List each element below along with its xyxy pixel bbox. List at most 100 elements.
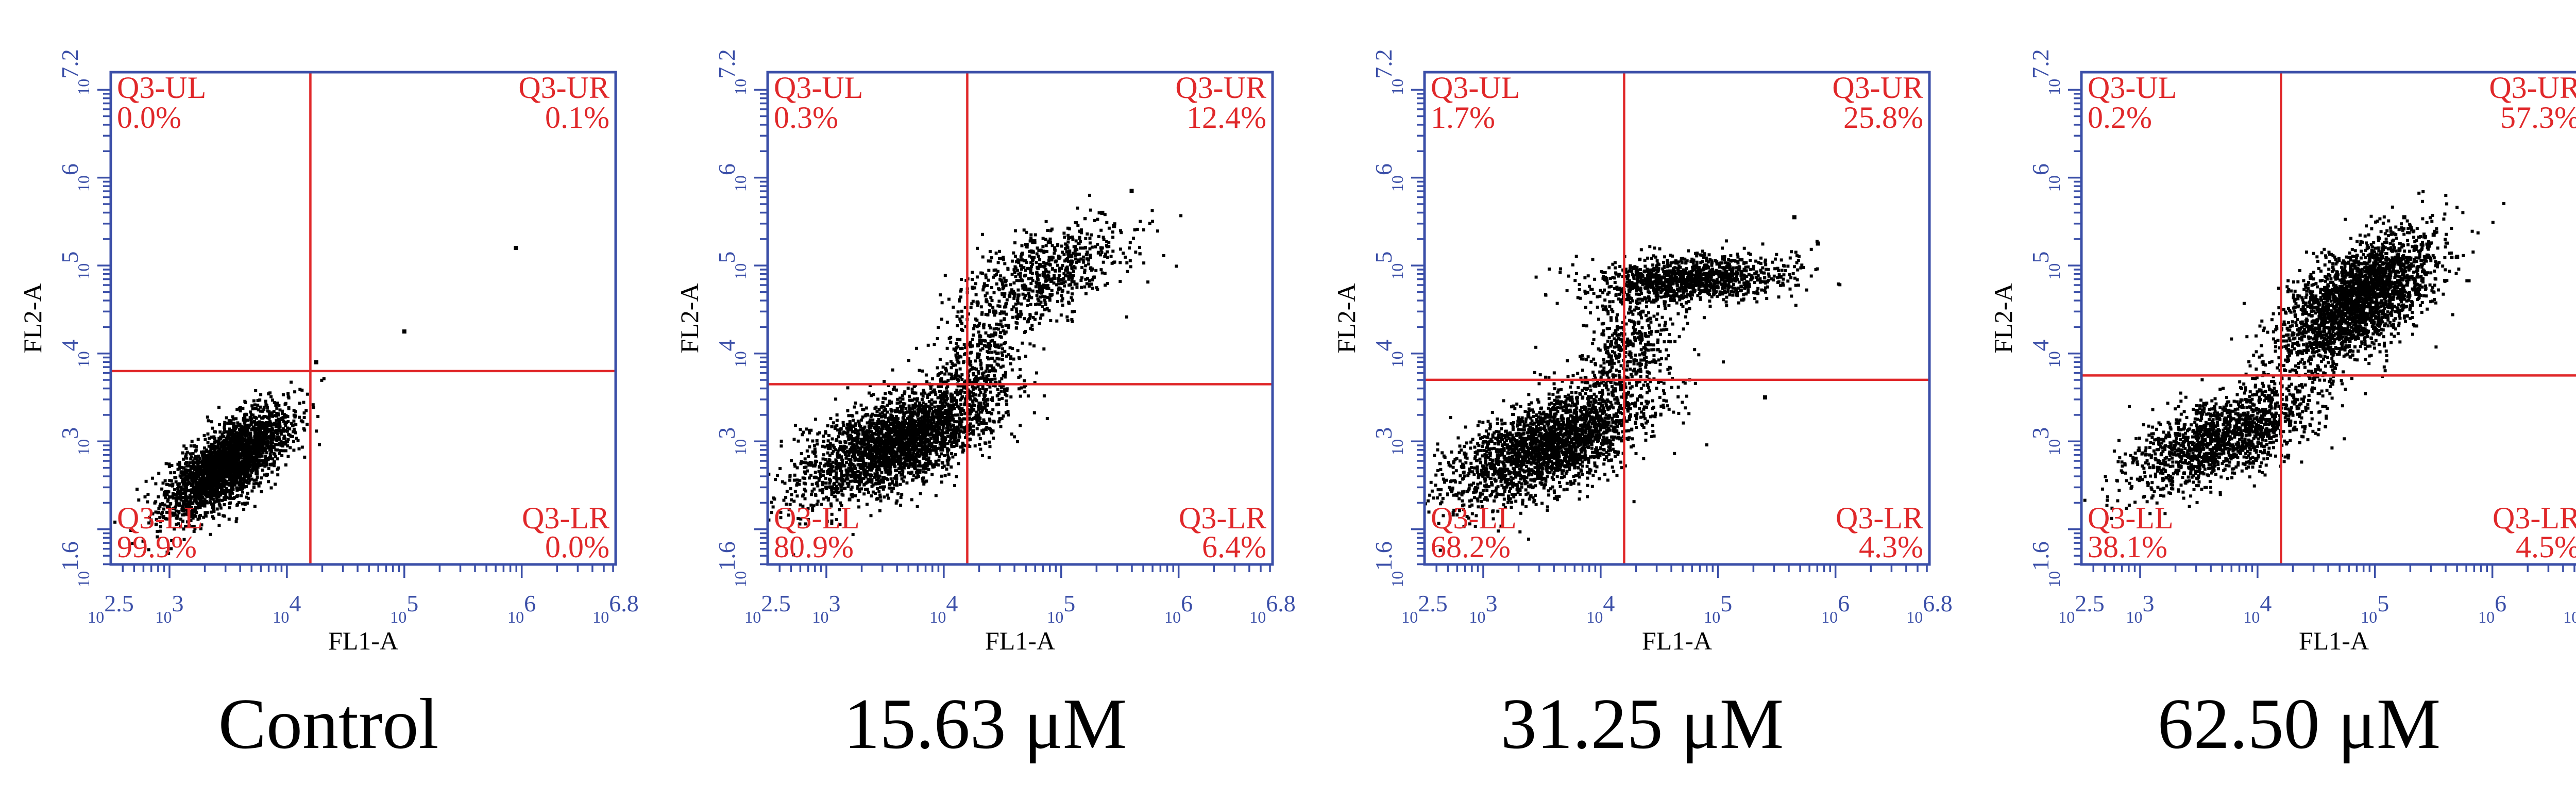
event-point — [834, 489, 838, 493]
event-point — [203, 480, 207, 484]
event-point — [937, 410, 940, 414]
event-point — [847, 438, 851, 441]
event-point — [242, 449, 246, 453]
event-point — [273, 414, 277, 418]
event-point — [926, 396, 929, 399]
event-point — [997, 411, 1001, 414]
event-point — [220, 471, 223, 474]
event-point — [830, 512, 834, 516]
event-point — [939, 394, 942, 397]
event-point — [858, 465, 862, 469]
event-point — [314, 360, 318, 364]
event-point — [924, 447, 927, 451]
event-point — [852, 419, 855, 422]
event-point — [839, 445, 842, 448]
event-point — [931, 428, 935, 431]
event-point — [840, 504, 843, 507]
event-point — [803, 488, 806, 491]
event-point — [935, 453, 939, 456]
event-point — [188, 505, 192, 508]
event-point — [815, 503, 819, 506]
event-point — [188, 502, 192, 506]
event-point — [804, 489, 807, 493]
event-point — [870, 438, 874, 442]
event-point — [274, 482, 277, 486]
event-point — [991, 396, 994, 399]
event-point — [175, 516, 179, 520]
event-point — [928, 420, 932, 423]
event-point — [1010, 368, 1014, 372]
event-point — [156, 530, 159, 533]
event-point — [817, 478, 821, 482]
event-point — [884, 436, 887, 439]
event-point — [184, 453, 188, 456]
event-point — [916, 414, 920, 418]
event-point — [913, 455, 917, 459]
event-point — [236, 503, 239, 506]
event-point — [972, 432, 975, 436]
event-point — [275, 406, 279, 410]
event-point — [856, 498, 860, 502]
event-point — [185, 506, 189, 509]
event-point — [829, 502, 833, 506]
event-point — [218, 455, 222, 458]
event-point — [793, 464, 797, 468]
event-point — [889, 460, 892, 464]
event-point — [979, 404, 982, 408]
event-point — [829, 462, 833, 466]
event-point — [869, 418, 872, 422]
event-point — [844, 445, 848, 449]
event-point — [162, 493, 166, 497]
event-point — [955, 399, 958, 403]
y-axis-label: FL2-A — [18, 283, 47, 353]
event-point — [213, 430, 216, 434]
event-point — [871, 436, 875, 440]
event-point — [870, 435, 873, 439]
event-point — [879, 420, 883, 424]
event-point — [905, 462, 909, 466]
event-point — [198, 491, 201, 495]
event-point — [245, 418, 248, 422]
event-point — [250, 489, 254, 493]
event-point — [819, 475, 822, 478]
event-point — [225, 440, 229, 444]
event-point — [877, 458, 881, 461]
event-point — [874, 449, 877, 453]
event-point — [213, 493, 216, 496]
event-point — [856, 432, 859, 436]
event-point — [154, 510, 158, 514]
event-point — [924, 403, 928, 406]
event-point — [913, 435, 917, 438]
event-point — [212, 507, 215, 510]
event-point — [898, 410, 902, 414]
event-point — [862, 408, 866, 411]
event-point — [269, 486, 273, 490]
event-point — [243, 437, 246, 441]
event-point — [234, 481, 238, 485]
event-point — [826, 460, 829, 464]
event-point — [931, 429, 935, 433]
event-point — [156, 535, 159, 539]
event-point — [853, 454, 856, 457]
event-point — [877, 451, 881, 455]
y-tick-label: 103 — [57, 427, 93, 456]
event-point — [304, 409, 308, 412]
event-point — [221, 432, 224, 436]
event-point — [161, 481, 165, 485]
event-point — [261, 431, 265, 435]
event-point — [259, 481, 262, 485]
event-point — [881, 401, 885, 404]
event-point — [181, 473, 184, 477]
event-point — [216, 482, 220, 486]
event-point — [997, 420, 1001, 424]
event-point — [910, 391, 914, 394]
event-point — [243, 445, 246, 448]
event-point — [245, 413, 248, 416]
event-point — [871, 412, 874, 416]
event-point — [977, 433, 981, 437]
event-point — [292, 427, 296, 431]
event-point — [930, 431, 934, 435]
event-point — [868, 420, 871, 424]
event-point — [213, 467, 216, 471]
event-point — [193, 495, 197, 499]
